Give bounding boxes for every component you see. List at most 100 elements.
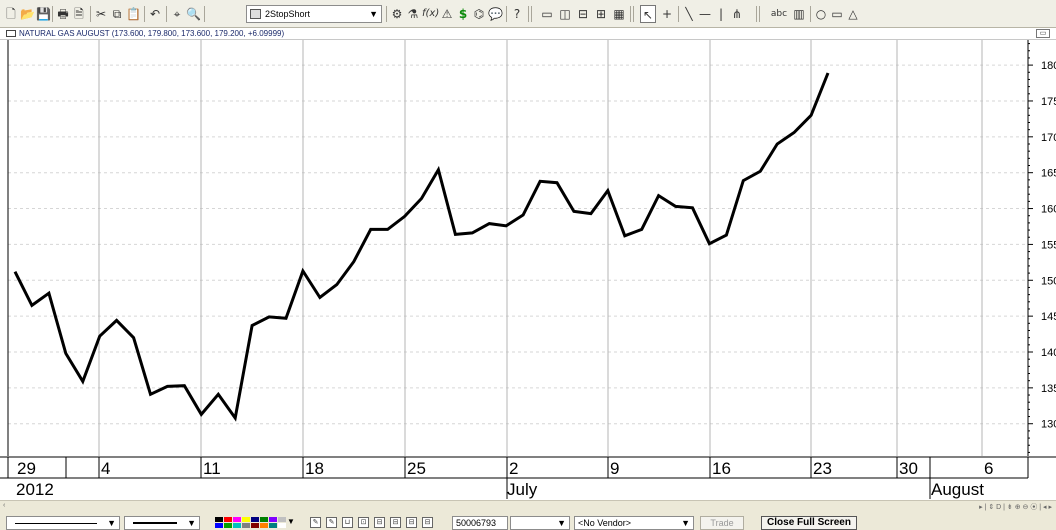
line-width-select[interactable]: ▼ — [124, 516, 200, 530]
close-full-screen-button[interactable]: Close Full Screen — [761, 516, 857, 530]
window-icon[interactable]: ▭ — [541, 7, 553, 21]
scroll-left-icon[interactable]: ‹ — [3, 502, 6, 509]
y-tick-label: 175 — [1041, 96, 1056, 108]
chat-icon[interactable]: 💬 — [488, 7, 503, 21]
paste-icon[interactable]: 📋 — [126, 7, 141, 21]
color-swatch[interactable] — [260, 517, 268, 522]
split-vertical-icon[interactable]: ◫ — [559, 7, 571, 21]
color-palette[interactable]: ▼ — [215, 517, 295, 529]
layout-icon[interactable]: ⊟ — [374, 517, 385, 528]
vendor-select[interactable]: <No Vendor> ▼ — [574, 516, 694, 530]
x-tick-label: 9 — [610, 459, 619, 478]
y-tick-label: 165 — [1041, 168, 1056, 180]
draw-tool-icon[interactable]: ✎ — [326, 517, 337, 528]
toolbar-separator — [52, 6, 53, 22]
toolbar-separator — [633, 6, 634, 22]
split-horizontal-icon[interactable]: ⊟ — [577, 7, 589, 21]
y-tick-label: 150 — [1041, 275, 1056, 287]
strategy-select-value: 2StopShort — [265, 9, 311, 19]
color-swatch[interactable] — [242, 517, 250, 522]
chart-title-label: NATURAL GAS AUGUST (173.600, 179.800, 17… — [19, 29, 285, 38]
print-preview-icon[interactable]: 🗎 — [74, 7, 84, 21]
grid-icon[interactable]: ⊞ — [595, 7, 607, 21]
function-icon[interactable]: f(x) — [422, 8, 440, 19]
toolbar-separator — [759, 6, 760, 22]
color-swatch[interactable] — [215, 517, 223, 522]
color-swatch[interactable] — [215, 523, 223, 528]
x-tick-label: 4 — [101, 459, 110, 478]
line-icon[interactable]: ╲ — [685, 7, 693, 21]
account-field[interactable]: 50006793 — [452, 516, 508, 530]
color-swatch[interactable] — [251, 517, 259, 522]
indicator-icon[interactable]: ⚙ — [391, 7, 403, 21]
layout-icon[interactable]: ⊡ — [358, 517, 369, 528]
chevron-down-icon: ▼ — [369, 9, 378, 19]
binoculars-icon[interactable]: ⌬ — [473, 7, 485, 21]
table-icon[interactable]: ▦ — [613, 7, 625, 21]
cut-icon[interactable]: ✂ — [95, 7, 107, 21]
toolbar-separator — [166, 6, 167, 22]
color-swatch[interactable] — [224, 523, 232, 528]
chart-nav-controls[interactable]: ▸ | ⇕ D | ⇟ ⊕ ⊖ ⦿ | ◂ ▸ — [979, 504, 1052, 511]
triangle-icon[interactable]: △ — [848, 7, 858, 21]
y-tick-label: 145 — [1041, 311, 1056, 323]
toolbar-separator — [531, 6, 532, 22]
x-tick-label: 16 — [712, 459, 731, 478]
pointer-icon[interactable]: ↖ — [640, 5, 656, 23]
toolbar-separator — [90, 6, 91, 22]
account-select[interactable]: ▼ — [510, 516, 570, 530]
expert-icon[interactable]: ⚗ — [407, 7, 419, 21]
maximize-icon[interactable]: ▭ — [1036, 29, 1050, 38]
save-icon[interactable]: 💾 — [36, 7, 51, 21]
color-swatch[interactable] — [269, 523, 277, 528]
price-chart-svg[interactable]: 1301351401451501551601651701751802941118… — [0, 40, 1056, 500]
line-style-select[interactable]: ▼ — [6, 516, 120, 530]
color-swatch[interactable] — [242, 523, 250, 528]
vertical-line-icon[interactable]: | — [718, 7, 724, 21]
open-folder-icon[interactable]: 📂 — [20, 7, 35, 21]
price-series-line[interactable] — [13, 72, 830, 422]
layout-icon[interactable]: ⊟ — [390, 517, 401, 528]
x-tick-label: 11 — [203, 459, 221, 478]
color-swatch[interactable] — [251, 523, 259, 528]
layout-icon[interactable]: ⊔ — [342, 517, 353, 528]
rectangle-icon[interactable]: ▭ — [831, 7, 843, 21]
toolbar-separator — [204, 6, 205, 22]
color-swatch[interactable] — [278, 517, 286, 522]
copy-icon[interactable]: ⧉ — [112, 7, 122, 21]
money-icon[interactable]: $ — [458, 7, 468, 21]
price-chart[interactable]: 1301351401451501551601651701751802941118… — [0, 40, 1056, 500]
window-restore-icon[interactable] — [6, 30, 16, 37]
thick-line-sample — [133, 522, 177, 524]
crosshair-icon[interactable]: ⌖ — [173, 7, 181, 21]
layout-icon[interactable]: ⊟ — [422, 517, 433, 528]
color-swatch[interactable] — [269, 517, 277, 522]
horizontal-line-icon[interactable]: — — [699, 7, 711, 21]
trade-button[interactable]: Trade — [700, 516, 744, 530]
chart-title-strip: NATURAL GAS AUGUST (173.600, 179.800, 17… — [0, 28, 1056, 40]
color-swatch[interactable] — [233, 523, 241, 528]
help-icon[interactable]: ? — [513, 7, 521, 21]
layout-icon[interactable]: ⊟ — [406, 517, 417, 528]
fork-icon[interactable]: ⋔ — [731, 7, 743, 21]
zoom-icon[interactable]: 🔍 — [186, 7, 201, 21]
bar-icon[interactable]: ▥ — [793, 7, 805, 21]
vendor-select-value: <No Vendor> — [578, 518, 632, 528]
color-swatch[interactable] — [224, 517, 232, 522]
alert-icon[interactable]: ⚠ — [441, 7, 453, 21]
color-swatch[interactable] — [260, 523, 268, 528]
text-icon[interactable]: abc — [770, 9, 788, 19]
toolbar-separator — [144, 6, 145, 22]
undo-icon[interactable]: ↶ — [149, 7, 161, 21]
plus-icon[interactable]: + — [661, 7, 673, 21]
strategy-select[interactable]: 2StopShort ▼ — [246, 5, 382, 23]
draw-tool-icon[interactable]: ✎ — [310, 517, 321, 528]
chevron-down-icon: ▼ — [187, 518, 196, 528]
color-swatch[interactable] — [233, 517, 241, 522]
print-icon[interactable]: 🖶 — [57, 7, 69, 21]
ellipse-icon[interactable]: ○ — [815, 7, 827, 21]
new-document-icon[interactable]: 🗋 — [6, 7, 16, 21]
strategy-icon — [250, 9, 261, 19]
x-tick-label: 23 — [813, 459, 832, 478]
color-swatch[interactable] — [278, 523, 286, 528]
